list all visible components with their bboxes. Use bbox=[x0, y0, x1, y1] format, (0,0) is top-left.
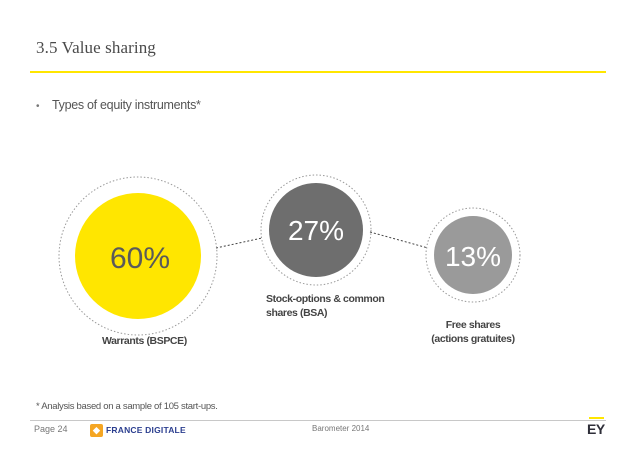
connector-2 bbox=[369, 231, 429, 249]
ring-stock-options bbox=[260, 174, 372, 286]
fd-icon: ◆ bbox=[90, 423, 103, 437]
ey-logo-text: EY bbox=[587, 421, 605, 437]
label-free-shares-line1: Free shares bbox=[445, 319, 501, 331]
bubble-free-shares bbox=[434, 216, 512, 294]
value-warrants: 60% bbox=[110, 242, 170, 275]
bullet-icon: • bbox=[36, 101, 40, 112]
bullet-text: Types of equity instruments* bbox=[52, 98, 201, 112]
label-stock-options: Stock-options & common shares (BSA) bbox=[266, 292, 385, 320]
ey-logo: EY bbox=[587, 417, 605, 437]
title-divider bbox=[30, 71, 606, 73]
label-stock-options-line1: Stock-options & common bbox=[266, 293, 385, 305]
label-stock-options-line2: shares (BSA) bbox=[266, 307, 328, 319]
barometer-label: Barometer 2014 bbox=[312, 424, 370, 433]
footnote: * Analysis based on a sample of 105 star… bbox=[36, 401, 218, 412]
bubble-stock-options bbox=[269, 183, 363, 277]
label-free-shares-line2: (actions gratuites) bbox=[431, 333, 515, 345]
value-stock-options: 27% bbox=[288, 215, 344, 246]
connector-1 bbox=[215, 237, 263, 249]
page-number: Page 24 bbox=[34, 424, 68, 434]
ring-warrants bbox=[58, 176, 218, 336]
label-free-shares: Free shares (actions gratuites) bbox=[420, 318, 526, 346]
bubble-warrants bbox=[75, 193, 201, 319]
ring-free-shares bbox=[425, 207, 521, 303]
ey-logo-bar bbox=[589, 417, 604, 419]
value-free-shares: 13% bbox=[445, 241, 501, 272]
label-warrants: Warrants (BSPCE) bbox=[102, 335, 187, 347]
france-digitale-text: FRANCE DIGITALE bbox=[106, 425, 186, 435]
footer-divider bbox=[30, 420, 606, 421]
bullet-item: • Types of equity instruments* bbox=[36, 98, 201, 112]
page-title: 3.5 Value sharing bbox=[36, 38, 156, 57]
france-digitale-logo: ◆ FRANCE DIGITALE bbox=[90, 423, 186, 437]
